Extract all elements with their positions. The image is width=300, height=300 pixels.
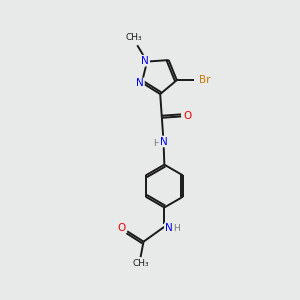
Text: N: N — [160, 136, 167, 146]
Text: H: H — [173, 224, 180, 233]
Text: Br: Br — [199, 75, 211, 85]
Text: O: O — [118, 223, 126, 233]
Text: N: N — [141, 56, 149, 66]
Text: N: N — [136, 79, 144, 88]
Text: CH₃: CH₃ — [132, 259, 149, 268]
Text: O: O — [184, 111, 192, 121]
Text: H: H — [153, 139, 160, 148]
Text: CH₃: CH₃ — [126, 33, 142, 42]
Text: N: N — [165, 223, 173, 233]
